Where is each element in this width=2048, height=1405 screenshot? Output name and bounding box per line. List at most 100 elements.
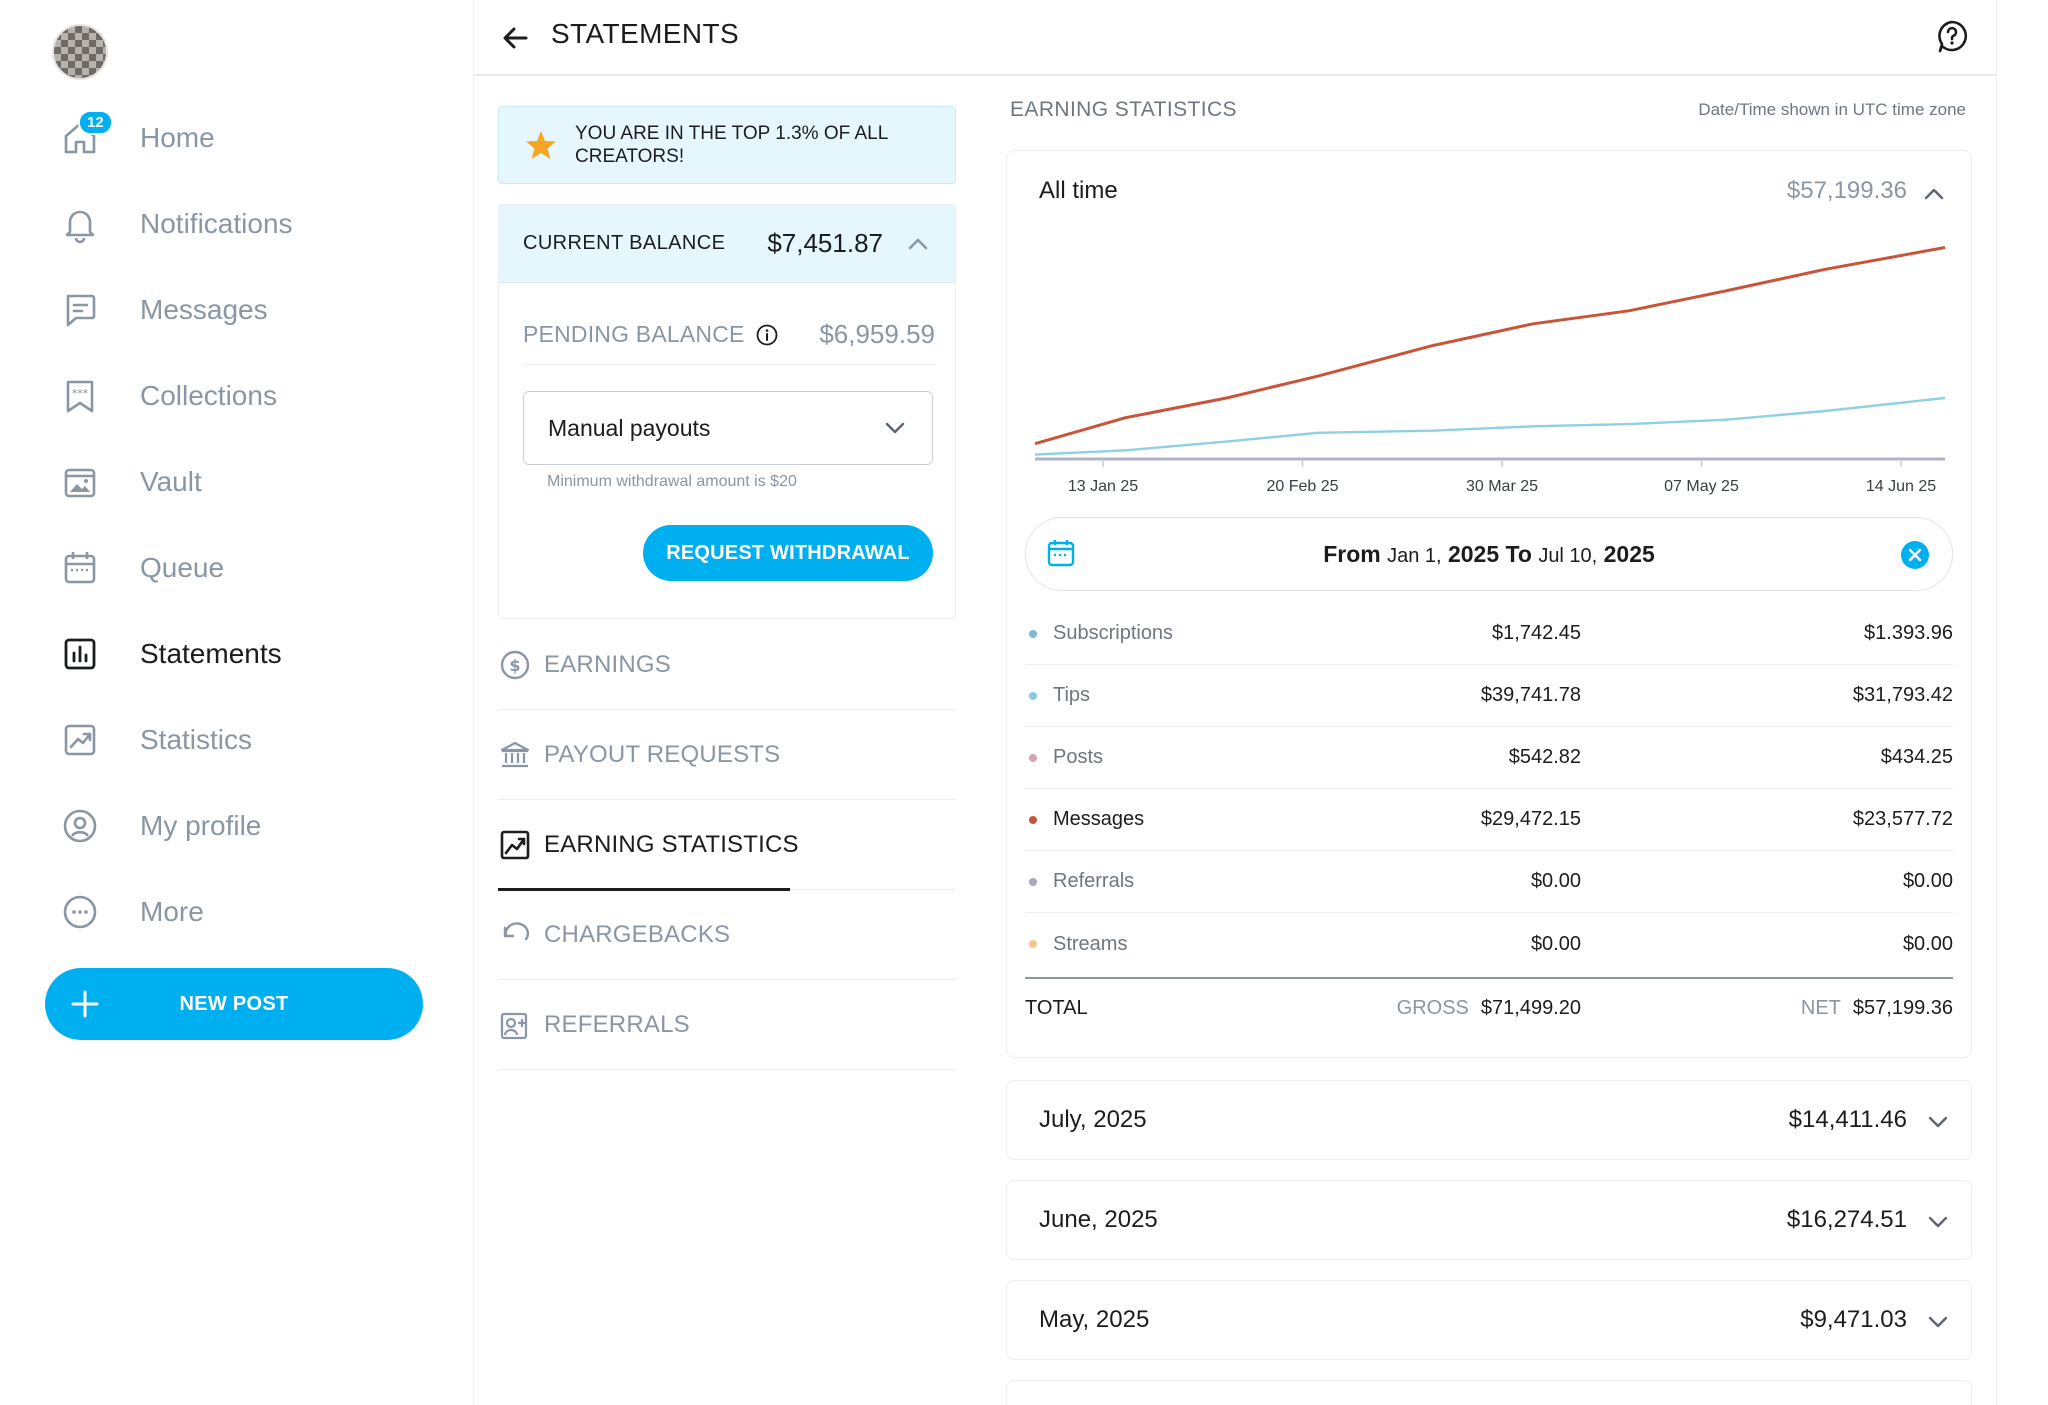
sidebar-item-statistics[interactable]: Statistics	[56, 710, 252, 770]
page-header: STATEMENTS	[474, 0, 1996, 76]
clear-range-icon[interactable]	[1900, 540, 1930, 570]
current-balance-header[interactable]: CURRENT BALANCE $7,451.87	[499, 205, 955, 283]
help-icon[interactable]	[1934, 18, 1970, 54]
pending-balance-row: PENDING BALANCE $6,959.59	[523, 305, 935, 365]
chevron-down-icon	[1925, 1309, 1951, 1335]
source-name: Posts	[1053, 746, 1104, 768]
sidebar-item-statements[interactable]: Statements	[56, 624, 282, 684]
user-card-icon	[498, 1009, 532, 1041]
divider	[473, 0, 474, 1405]
month-label: May, 2025	[1039, 1306, 1150, 1333]
gross-label: GROSS	[1396, 996, 1469, 1019]
sidebar-item-label: Notifications	[140, 208, 293, 239]
source-net: $31,793.42	[1852, 684, 1953, 706]
dollar-circle-icon: $	[498, 649, 532, 681]
trend-chart-icon	[56, 716, 104, 764]
range-from-date: Jan 1,	[1387, 544, 1442, 567]
section-heading: EARNING STATISTICS	[1010, 98, 1237, 121]
back-arrow-icon[interactable]	[498, 20, 534, 56]
chevron-up-icon[interactable]	[1921, 181, 1947, 207]
chevron-down-icon	[1925, 1209, 1951, 1235]
total-label: TOTAL	[1025, 996, 1088, 1019]
source-gross: $29,472.15	[1480, 808, 1581, 830]
menu-item-earning-statistics[interactable]: EARNING STATISTICS	[498, 800, 956, 891]
chevron-up-icon[interactable]	[905, 231, 931, 257]
month-total: $16,274.51	[1786, 1206, 1907, 1233]
month-total: $14,411.46	[1788, 1106, 1907, 1133]
sidebar-item-label: Messages	[140, 294, 268, 325]
series-dot	[1029, 629, 1037, 638]
request-withdrawal-button[interactable]: REQUEST WITHDRAWAL	[643, 525, 933, 581]
sidebar-item-label: Statements	[140, 638, 282, 669]
banner-text: YOU ARE IN THE TOP 1.3% OF ALL CREATORS!	[575, 123, 888, 167]
menu-item-label: EARNINGS	[544, 650, 671, 678]
star-icon	[525, 129, 557, 161]
gross-total-value: $71,499.20	[1480, 996, 1581, 1019]
current-balance-label: CURRENT BALANCE	[523, 232, 726, 254]
earnings-chart: 13 Jan 25 20 Feb 25 30 Mar 25 07 May 25 14 J…	[1034, 246, 1946, 495]
info-icon[interactable]	[755, 323, 779, 347]
chevron-down-icon	[1925, 1109, 1951, 1135]
source-net: $1.393.96	[1864, 622, 1953, 644]
month-total: $9,471.03	[1800, 1306, 1907, 1333]
sidebar-item-messages[interactable]: Messages	[56, 280, 268, 340]
sidebar-item-my-profile[interactable]: My profile	[56, 796, 261, 856]
month-card[interactable]: May, 2025 $9,471.03	[1006, 1280, 1972, 1360]
bar-chart-icon	[56, 630, 104, 678]
month-card[interactable]	[1006, 1380, 1972, 1405]
new-post-button[interactable]: NEW POST	[45, 968, 423, 1040]
source-gross: $542.82	[1508, 746, 1581, 768]
x-tick-label: 13 Jan 25	[1068, 478, 1138, 495]
svg-text:$: $	[509, 656, 520, 675]
series-dot	[1029, 753, 1037, 762]
period-total: $57,199.36	[1786, 177, 1907, 204]
menu-item-label: CHARGEBACKS	[544, 920, 731, 948]
sidebar-item-vault[interactable]: Vault	[56, 452, 202, 512]
divider	[1996, 0, 1997, 1405]
bank-icon	[498, 739, 532, 771]
source-row-messages: Messages $29,472.15 $23,577.72	[1025, 789, 1953, 851]
series-dot	[1029, 877, 1037, 886]
source-net: $23,577.72	[1852, 808, 1953, 830]
source-net: $0.00	[1902, 932, 1953, 955]
timezone-note: Date/Time shown in UTC time zone	[1698, 100, 1966, 119]
trend-chart-icon	[498, 829, 532, 861]
minimum-withdrawal-note: Minimum withdrawal amount is $20	[547, 473, 797, 490]
month-card[interactable]: July, 2025 $14,411.46	[1006, 1080, 1972, 1160]
sidebar-item-home[interactable]: 12 Home	[56, 108, 215, 168]
source-gross: $39,741.78	[1480, 684, 1581, 706]
menu-item-chargebacks[interactable]: CHARGEBACKS	[498, 890, 956, 980]
month-card[interactable]: June, 2025 $16,274.51	[1006, 1180, 1972, 1260]
menu-item-referrals[interactable]: REFERRALS	[498, 980, 956, 1070]
sidebar-item-label: My profile	[140, 810, 262, 841]
source-name: Referrals	[1053, 870, 1135, 892]
source-row-subscriptions: Subscriptions $1,742.45 $1.393.96	[1025, 603, 1953, 665]
top-creator-banner: YOU ARE IN THE TOP 1.3% OF ALL CREATORS!	[498, 106, 956, 184]
chart-series-line	[1034, 246, 1946, 446]
sidebar-item-queue[interactable]: Queue	[56, 538, 224, 598]
source-name: Subscriptions	[1053, 622, 1174, 644]
bell-icon	[56, 200, 104, 248]
sidebar-item-more[interactable]: More	[56, 882, 204, 942]
svg-text:***: ***	[72, 387, 89, 400]
sidebar-item-notifications[interactable]: Notifications	[56, 194, 293, 254]
calendar-icon	[56, 544, 104, 592]
source-name: Streams	[1053, 932, 1128, 955]
gross-total: GROSS $71,499.20	[1397, 997, 1581, 1020]
menu-item-earnings[interactable]: $ EARNINGS	[498, 620, 956, 710]
source-gross: $0.00	[1530, 932, 1581, 955]
chevron-down-icon	[882, 415, 908, 441]
source-row-tips: Tips $39,741.78 $31,793.42	[1025, 665, 1953, 727]
sidebar-item-collections[interactable]: *** Collections	[56, 366, 277, 426]
bookmark-stars-icon: ***	[56, 372, 104, 420]
home-icon: 12	[56, 110, 113, 162]
date-range-picker[interactable]: From Jan 1, 2025 To Jul 10, 2025	[1025, 517, 1953, 591]
menu-item-payout-requests[interactable]: PAYOUT REQUESTS	[498, 710, 956, 800]
payout-mode-select[interactable]: Manual payouts	[523, 391, 933, 465]
x-tick-label: 07 May 25	[1664, 478, 1739, 495]
avatar[interactable]	[52, 24, 108, 80]
sidebar-item-label: More	[140, 896, 204, 927]
series-dot	[1029, 815, 1037, 824]
chart-series-line	[1034, 396, 1946, 456]
earning-statistics-card: All time $57,199.36 13 Jan 25 20 Feb 25 30…	[1006, 150, 1972, 1058]
